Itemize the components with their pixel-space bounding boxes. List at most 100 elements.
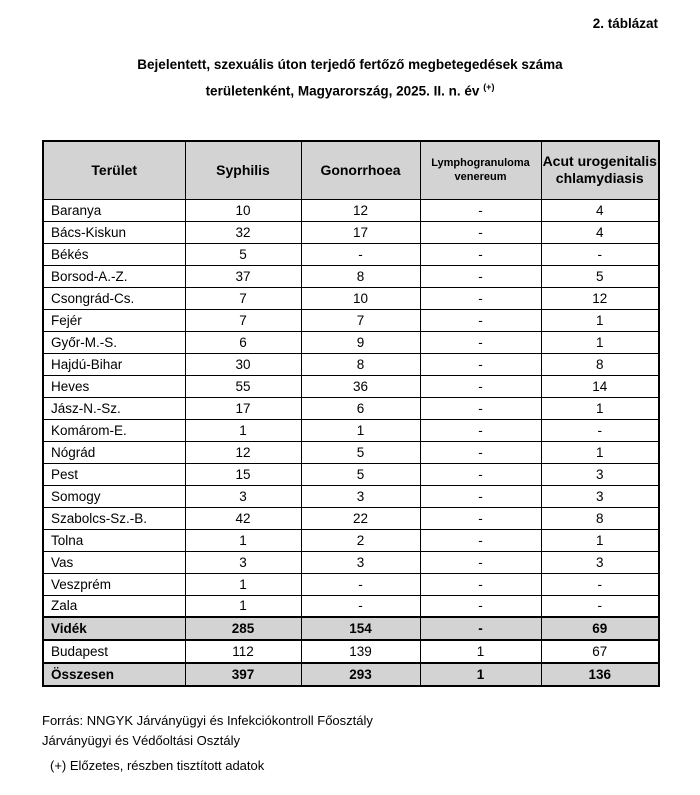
value-cell: 8 — [300, 264, 421, 288]
value-cell: 1 — [540, 308, 660, 332]
value-cell: 293 — [300, 662, 421, 687]
table-row-region: Borsod-A.-Z. 37 8-5 — [42, 264, 660, 288]
value-cell: 3 — [540, 484, 660, 508]
value-cell: 5 — [300, 462, 421, 486]
value-cell: 37 — [184, 264, 302, 288]
value-cell: 112 — [184, 639, 302, 664]
region-name-cell: Budapest — [42, 639, 186, 664]
value-cell: - — [300, 594, 421, 618]
column-header-syphilis: Syphilis — [184, 140, 302, 200]
value-cell: 8 — [540, 352, 660, 376]
value-cell: 1 — [184, 594, 302, 618]
region-name-cell: Tolna — [42, 528, 186, 552]
value-cell: - — [419, 616, 542, 641]
source-line-2: Járványügyi és Védőoltási Osztály — [42, 733, 240, 748]
value-cell: 3 — [540, 462, 660, 486]
value-cell: 7 — [184, 286, 302, 310]
value-cell: - — [540, 418, 660, 442]
value-cell: - — [540, 594, 660, 618]
value-cell: - — [419, 330, 542, 354]
value-cell: 7 — [300, 308, 421, 332]
region-name-cell: Békés — [42, 242, 186, 266]
column-header-acut-urogenitalis-chlamydiasis: Acut urogenitalis chlamydiasis — [540, 140, 660, 200]
value-cell: 5 — [540, 264, 660, 288]
value-cell: 67 — [540, 639, 660, 664]
value-cell: 1 — [540, 330, 660, 354]
value-cell: 12 — [184, 440, 302, 464]
table-row-capital: Budapest 112 139 1 67 — [42, 639, 660, 664]
value-cell: 4 — [540, 220, 660, 244]
source-line-1: Forrás: NNGYK Járványügyi és Infekciókon… — [42, 713, 373, 728]
table-row-region: Szabolcs-Sz.-B. 42 22-8 — [42, 506, 660, 530]
value-cell: 3 — [184, 484, 302, 508]
value-cell: 12 — [540, 286, 660, 310]
region-name-cell: Szabolcs-Sz.-B. — [42, 506, 186, 530]
region-name-cell: Jász-N.-Sz. — [42, 396, 186, 420]
value-cell: 136 — [540, 662, 660, 687]
title-line-2: területenként, Magyarország, 2025. II. n… — [0, 76, 700, 103]
value-cell: 3 — [300, 484, 421, 508]
value-cell: 1 — [300, 418, 421, 442]
value-cell: 1 — [540, 440, 660, 464]
region-name-cell: Pest — [42, 462, 186, 486]
value-cell: - — [419, 198, 542, 222]
value-cell: 139 — [300, 639, 421, 664]
table-body: Baranya 10 12-4 Bács-Kiskun 32 17-4 Békés 5- - - B… — [42, 198, 660, 687]
source-note: Forrás: NNGYK Járványügyi és Infekciókon… — [42, 711, 373, 751]
region-name-cell: Baranya — [42, 198, 186, 222]
value-cell: - — [419, 462, 542, 486]
value-cell: 5 — [300, 440, 421, 464]
region-name-cell: Bács-Kiskun — [42, 220, 186, 244]
table-row-region: Nógrád 12 5-1 — [42, 440, 660, 464]
value-cell: - — [419, 440, 542, 464]
table-row-region: Csongrád-Cs. 7 10-12 — [42, 286, 660, 310]
value-cell: 6 — [184, 330, 302, 354]
value-cell: 30 — [184, 352, 302, 376]
value-cell: 8 — [300, 352, 421, 376]
table-row-region: Jász-N.-Sz. 17 6-1 — [42, 396, 660, 420]
value-cell: 4 — [540, 198, 660, 222]
region-name-cell: Összesen — [42, 662, 186, 687]
value-cell: 12 — [300, 198, 421, 222]
value-cell: 1 — [540, 528, 660, 552]
page-title: Bejelentett, szexuális úton terjedő fert… — [0, 54, 700, 103]
title-superscript: (+) — [483, 82, 495, 92]
table-row-region: Békés 5- - - — [42, 242, 660, 266]
table-row-region: Somogy 3 3-3 — [42, 484, 660, 508]
table-row-region: Fejér 7 7-1 — [42, 308, 660, 332]
value-cell: 15 — [184, 462, 302, 486]
value-cell: - — [300, 572, 421, 596]
table-row-region: Veszprém 1- - - — [42, 572, 660, 596]
value-cell: 69 — [540, 616, 660, 641]
value-cell: 22 — [300, 506, 421, 530]
value-cell: - — [419, 550, 542, 574]
value-cell: 1 — [184, 528, 302, 552]
value-cell: 36 — [300, 374, 421, 398]
table-row-region: Vas 3 3-3 — [42, 550, 660, 574]
value-cell: 154 — [300, 616, 421, 641]
table-row-region: Tolna 1 2-1 — [42, 528, 660, 552]
value-cell: - — [419, 594, 542, 618]
column-header-terulet: Terület — [42, 140, 186, 200]
value-cell: - — [419, 286, 542, 310]
region-name-cell: Csongrád-Cs. — [42, 286, 186, 310]
value-cell: 17 — [300, 220, 421, 244]
region-name-cell: Nógrád — [42, 440, 186, 464]
value-cell: 3 — [184, 550, 302, 574]
table-row-region: Bács-Kiskun 32 17-4 — [42, 220, 660, 244]
region-name-cell: Hajdú-Bihar — [42, 352, 186, 376]
region-name-cell: Győr-M.-S. — [42, 330, 186, 354]
value-cell: 1 — [184, 572, 302, 596]
value-cell: 32 — [184, 220, 302, 244]
region-name-cell: Vas — [42, 550, 186, 574]
value-cell: - — [419, 352, 542, 376]
value-cell: 3 — [300, 550, 421, 574]
value-cell: 8 — [540, 506, 660, 530]
table-row-grandtotal: Összesen 397 293 1 136 — [42, 662, 660, 687]
value-cell: 1 — [184, 418, 302, 442]
value-cell: - — [300, 242, 421, 266]
value-cell: - — [419, 396, 542, 420]
value-cell: 14 — [540, 374, 660, 398]
value-cell: 2 — [300, 528, 421, 552]
